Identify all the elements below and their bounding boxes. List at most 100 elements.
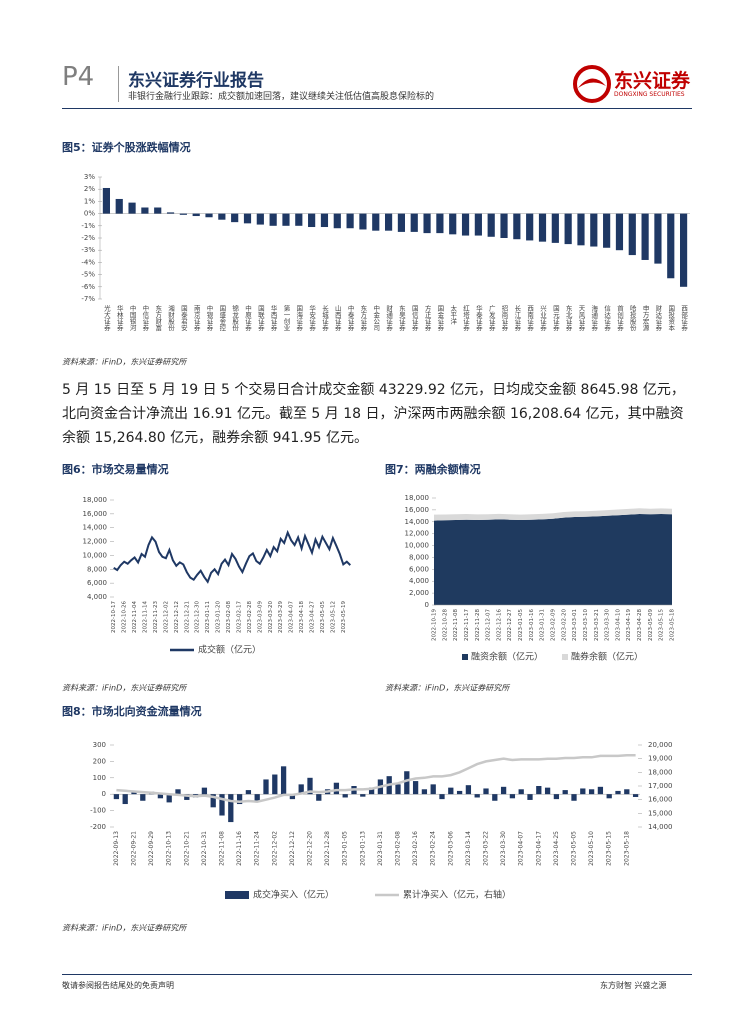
x-tick-label: 2023-04-28 [637, 609, 643, 641]
bar [154, 207, 162, 214]
y-tick-label: -100 [90, 807, 106, 815]
x-tick-label: 兴业证券 [539, 304, 547, 333]
x-tick-label: 中银证券 [205, 304, 213, 333]
bar [113, 794, 120, 800]
bar [551, 213, 559, 243]
x-tick-label: 2022-09-29 [148, 831, 155, 866]
bar [509, 794, 516, 799]
y-tick-label: -3% [81, 246, 95, 254]
footer-right: 东方财智 兴盛之源 [600, 981, 667, 990]
y-tick-label: 8,000 [409, 553, 429, 561]
x-tick-label: 2022-12-16 [496, 609, 502, 641]
bar [395, 784, 401, 795]
y-tick-label: 4,000 [87, 593, 107, 601]
y-tick-label: 3% [84, 173, 95, 181]
x-tick-label: 申万宏源 [641, 304, 649, 333]
x-tick-label: 哈投股份 [628, 304, 636, 333]
bar [430, 784, 436, 795]
bar [461, 213, 470, 236]
bar [201, 787, 208, 795]
x-tick-label: 2023-01-20 [216, 601, 222, 633]
x-tick-label: 2022-11-14 [143, 601, 149, 633]
bar [359, 213, 367, 230]
x-tick-label: 中金公司 [372, 304, 380, 332]
bar [372, 213, 380, 231]
bar [500, 213, 508, 238]
bar [254, 794, 260, 802]
bar [564, 213, 572, 245]
bar [175, 789, 181, 795]
x-tick-label: 2022-11-04 [132, 601, 138, 633]
x-tick-label: 首创证券 [615, 304, 623, 333]
x-tick-label: 东吴证券 [397, 304, 405, 333]
bar [538, 213, 547, 242]
bar [231, 213, 239, 223]
bar [210, 794, 216, 808]
figure-title: 图5：证券个股涨跌幅情况 [62, 140, 191, 154]
bar [615, 790, 621, 795]
x-tick-label: 第一创业 [282, 304, 290, 332]
bar [280, 766, 287, 795]
bar [527, 794, 533, 800]
x-tick-label: 2023-04-10 [615, 609, 621, 641]
x-tick-label: 2022-09-13 [113, 831, 120, 866]
x-tick-label: 2022-12-02 [163, 601, 169, 633]
figure-source: 资料来源：iFinD，东兴证券研究所 [62, 358, 188, 367]
y-tick-label: 100 [93, 774, 106, 782]
bar [624, 789, 630, 795]
bar [263, 779, 269, 795]
data-area [434, 508, 672, 521]
x-tick-label: 2022-11-24 [254, 831, 261, 866]
bar [465, 785, 472, 795]
y-tick-label: 18,000 [405, 494, 430, 502]
y-tick-label: -6% [81, 283, 95, 291]
y-tick-label: -7% [81, 295, 95, 303]
y-tick-label: 2,000 [409, 589, 429, 597]
legend-swatch [562, 654, 568, 660]
y-tick-label: 0% [84, 210, 95, 218]
x-tick-label: 天风证券 [577, 305, 585, 333]
bar [526, 213, 534, 241]
bar [577, 213, 585, 246]
bar [368, 787, 375, 795]
bar [115, 198, 123, 214]
x-tick-label: 2022-12-12 [289, 831, 296, 866]
x-tick-label: 2023-03-09 [257, 601, 263, 633]
bar [184, 794, 190, 800]
y-tick-label: 18,000 [648, 768, 673, 776]
x-tick-label: 2023-05-15 [606, 831, 613, 866]
bar [295, 213, 303, 226]
figure-source: 资料来源：iFinD，东兴证券研究所 [62, 684, 188, 693]
x-tick-label: 太平洋 [449, 304, 457, 326]
x-tick-label: 2023-03-06 [447, 831, 454, 866]
x-tick-label: 2022-12-30 [195, 601, 201, 633]
x-tick-label: 2023-01-31 [540, 609, 546, 641]
x-tick-label: 2023-02-16 [412, 831, 419, 866]
bar [245, 790, 252, 795]
x-tick-label: 2023-03-30 [605, 609, 611, 641]
bar [333, 213, 341, 229]
bar [128, 202, 136, 214]
x-tick-label: 东方证券 [359, 304, 367, 333]
bar [166, 212, 175, 214]
x-tick-label: 2023-05-19 [341, 601, 347, 633]
bar [667, 213, 675, 279]
legend-label: 融资余额（亿元） [471, 651, 543, 663]
bar [580, 788, 586, 795]
x-tick-label: 西南证券 [526, 305, 534, 333]
bar [308, 213, 316, 228]
bar [205, 213, 213, 218]
bar [423, 213, 431, 234]
footer-left: 敬请参阅报告结尾处的免责声明 [62, 981, 174, 990]
x-tick-label: 2023-03-21 [594, 609, 600, 641]
y-tick-label: 4,000 [409, 577, 429, 585]
x-tick-label: 2023-01-13 [359, 831, 366, 866]
header-rule [62, 108, 692, 109]
bar [483, 788, 489, 795]
figure-source: 资料来源：iFinD，东兴证券研究所 [62, 924, 188, 933]
bar [122, 794, 128, 805]
legend-label: 成交净买入（亿元） [253, 889, 334, 901]
x-tick-label: 2023-05-09 [648, 609, 654, 641]
x-tick-label: 2022-10-13 [166, 831, 173, 866]
